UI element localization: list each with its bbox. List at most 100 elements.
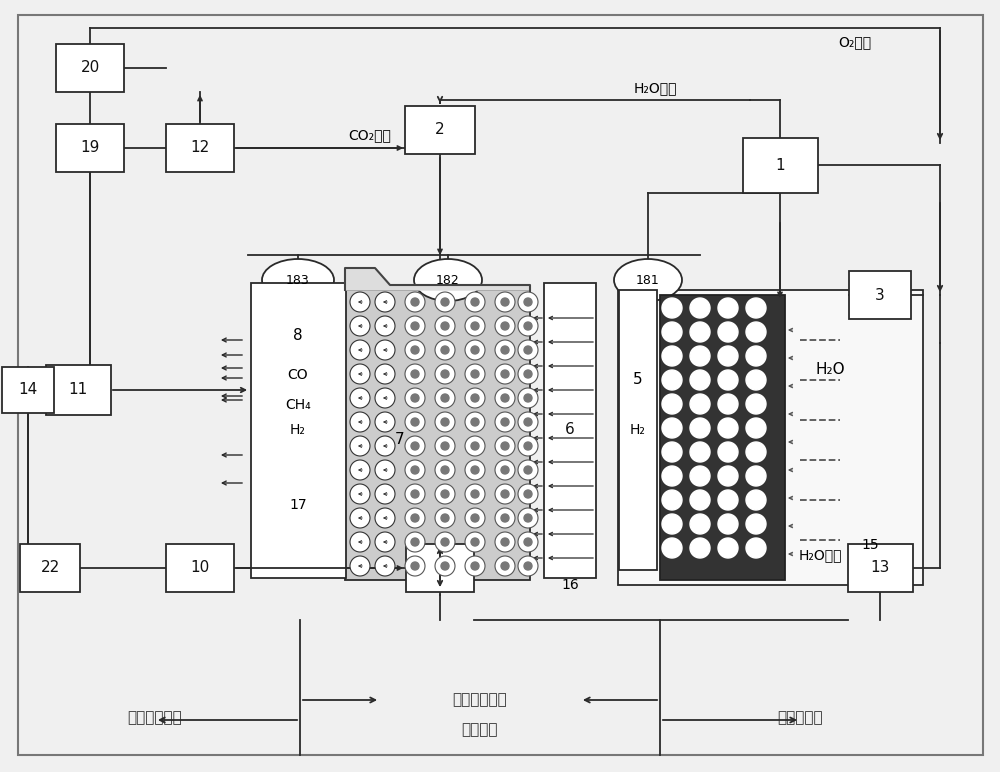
Circle shape [495, 508, 515, 528]
Circle shape [501, 298, 509, 306]
Circle shape [501, 394, 509, 402]
Circle shape [690, 490, 710, 510]
Circle shape [375, 412, 395, 432]
Circle shape [465, 436, 485, 456]
Text: 22: 22 [40, 560, 60, 575]
Circle shape [690, 394, 710, 414]
Text: 11: 11 [68, 382, 88, 398]
Circle shape [471, 298, 479, 306]
Text: 1: 1 [775, 157, 785, 172]
Circle shape [690, 298, 710, 318]
Circle shape [411, 418, 419, 426]
Circle shape [718, 514, 738, 534]
Circle shape [465, 484, 485, 504]
Circle shape [471, 442, 479, 450]
Circle shape [690, 442, 710, 462]
Circle shape [518, 292, 538, 312]
Circle shape [518, 316, 538, 336]
Circle shape [405, 340, 425, 360]
Circle shape [441, 562, 449, 570]
Circle shape [471, 466, 479, 474]
Circle shape [518, 364, 538, 384]
Text: 8: 8 [293, 327, 303, 343]
Circle shape [718, 538, 738, 558]
Circle shape [465, 556, 485, 576]
Circle shape [375, 340, 395, 360]
Circle shape [524, 394, 532, 402]
Circle shape [746, 322, 766, 342]
Circle shape [435, 388, 455, 408]
Circle shape [524, 490, 532, 498]
Text: H₂: H₂ [630, 423, 646, 437]
Circle shape [375, 388, 395, 408]
Circle shape [746, 346, 766, 366]
Circle shape [465, 292, 485, 312]
Circle shape [495, 460, 515, 480]
Text: CO: CO [288, 368, 308, 382]
Circle shape [501, 490, 509, 498]
Circle shape [746, 394, 766, 414]
Circle shape [471, 370, 479, 378]
Circle shape [441, 394, 449, 402]
Circle shape [524, 346, 532, 354]
Circle shape [441, 514, 449, 522]
Text: 燃烧发电模块: 燃烧发电模块 [128, 710, 182, 726]
Text: 13: 13 [870, 560, 890, 575]
Bar [20, 544, 80, 592]
Text: 20: 20 [80, 60, 100, 76]
Circle shape [435, 316, 455, 336]
Circle shape [405, 484, 425, 504]
Circle shape [746, 514, 766, 534]
Text: CH₄: CH₄ [285, 398, 311, 412]
Circle shape [495, 556, 515, 576]
Circle shape [411, 394, 419, 402]
Bar [848, 544, 912, 592]
Circle shape [405, 460, 425, 480]
Circle shape [435, 364, 455, 384]
Ellipse shape [614, 259, 682, 301]
Circle shape [411, 538, 419, 546]
Circle shape [411, 514, 419, 522]
Circle shape [465, 340, 485, 360]
Circle shape [405, 364, 425, 384]
Text: 15: 15 [861, 538, 879, 552]
Circle shape [435, 484, 455, 504]
Circle shape [375, 460, 395, 480]
Bar [742, 137, 818, 192]
Circle shape [662, 442, 682, 462]
Circle shape [375, 316, 395, 336]
Circle shape [435, 292, 455, 312]
Circle shape [662, 370, 682, 390]
Circle shape [350, 412, 370, 432]
Circle shape [441, 490, 449, 498]
Circle shape [350, 508, 370, 528]
Circle shape [471, 322, 479, 330]
Circle shape [411, 562, 419, 570]
Text: 16: 16 [561, 578, 579, 592]
Circle shape [411, 442, 419, 450]
Circle shape [690, 538, 710, 558]
Circle shape [690, 346, 710, 366]
Circle shape [524, 322, 532, 330]
Circle shape [435, 556, 455, 576]
Circle shape [495, 484, 515, 504]
Text: H₂O循环: H₂O循环 [633, 81, 677, 95]
Circle shape [662, 418, 682, 438]
Circle shape [441, 538, 449, 546]
Bar [250, 283, 346, 577]
Text: 182: 182 [436, 273, 460, 286]
Circle shape [471, 562, 479, 570]
Bar [849, 271, 911, 319]
Circle shape [518, 508, 538, 528]
Circle shape [718, 322, 738, 342]
Circle shape [375, 484, 395, 504]
Circle shape [471, 538, 479, 546]
Text: 9: 9 [435, 560, 445, 575]
Circle shape [690, 466, 710, 486]
Circle shape [465, 532, 485, 552]
Circle shape [471, 490, 479, 498]
Circle shape [495, 412, 515, 432]
Circle shape [411, 346, 419, 354]
Text: 19: 19 [80, 141, 100, 155]
Bar [345, 290, 530, 580]
